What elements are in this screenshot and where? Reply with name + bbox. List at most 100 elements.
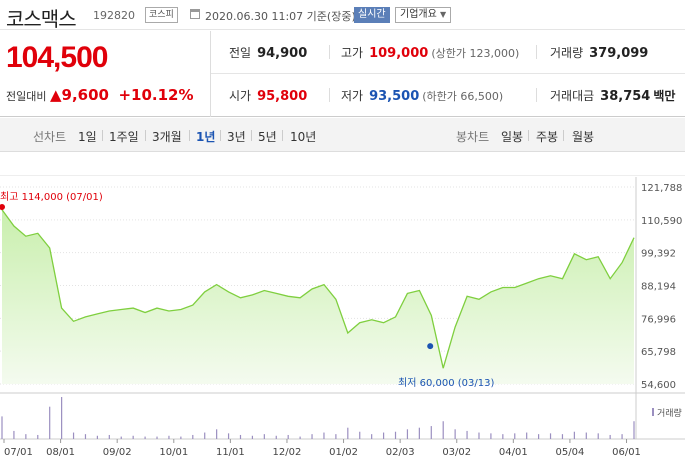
tab-1y[interactable]: 1년 xyxy=(196,130,216,144)
volume-bar xyxy=(263,434,265,439)
x-tick-label: 12/02 xyxy=(273,447,302,458)
tab-3m[interactable]: 3개월 xyxy=(152,130,182,144)
divider xyxy=(528,130,529,141)
candle-chart-label: 봉차트 xyxy=(456,130,490,144)
change-percent: +10.12% xyxy=(118,86,194,104)
volume-bar xyxy=(204,432,206,439)
volume-bar xyxy=(454,429,456,439)
volume-bar xyxy=(514,433,516,439)
volume-bar xyxy=(1,416,3,439)
volume-bar xyxy=(216,429,218,439)
volume-bar xyxy=(382,432,385,439)
volume-bar xyxy=(490,433,492,439)
x-tick-label: 04/01 xyxy=(499,447,528,458)
current-price: 104,500 xyxy=(6,41,108,74)
price-change: 전일대비 ▲9,600 +10.12% xyxy=(6,86,194,104)
prev-close-label: 전일 xyxy=(229,46,252,60)
live-button[interactable]: 실시간 xyxy=(354,7,390,23)
volume-bar xyxy=(299,436,301,439)
volume-bar xyxy=(37,434,39,439)
low-label: 저가 xyxy=(341,89,364,103)
volume-bar xyxy=(287,434,289,439)
x-tick-label: 08/01 xyxy=(46,447,75,458)
volume-bar xyxy=(275,435,277,439)
quote-row-2: 시가 95,800 저가 93,500 (하한가 66,500) 거래대금 38,754… xyxy=(211,74,685,117)
divider xyxy=(563,130,564,141)
x-tick-label: 09/02 xyxy=(103,447,132,458)
tab-5y[interactable]: 5년 xyxy=(258,130,277,144)
volume-bar xyxy=(359,431,361,439)
change-label: 전일대비 xyxy=(6,90,47,103)
market-badge: 코스피 xyxy=(145,7,178,23)
divider xyxy=(189,130,190,141)
volume-bar xyxy=(466,430,468,439)
tab-3y[interactable]: 3년 xyxy=(227,130,246,144)
high-label: 고가 xyxy=(341,46,364,60)
x-tick-label: 01/02 xyxy=(329,447,358,458)
prev-close-cell: 전일 94,900 xyxy=(229,44,307,61)
tab-daily[interactable]: 일봉 xyxy=(501,130,524,144)
volume-bar xyxy=(132,435,134,439)
divider xyxy=(536,88,537,102)
volume-legend-swatch xyxy=(652,408,654,416)
stock-header: 코스맥스 192820 코스피 2020.06.30 11:07 기준(장중) … xyxy=(0,0,685,31)
volume-bar xyxy=(633,421,635,439)
volume-bar xyxy=(621,434,623,439)
volume-bar xyxy=(168,435,170,439)
timestamp: 2020.06.30 11:07 기준(장중) xyxy=(205,10,356,23)
y-tick-label: 99,392 xyxy=(641,249,676,260)
tab-10y[interactable]: 10년 xyxy=(290,130,317,144)
tab-1w[interactable]: 1주일 xyxy=(109,130,139,144)
volume-bar xyxy=(156,436,158,439)
calendar-icon xyxy=(190,9,200,19)
company-overview-label: 기업개요 xyxy=(400,9,437,20)
x-tick-label: 11/01 xyxy=(216,447,245,458)
y-tick-label: 65,798 xyxy=(641,347,676,358)
divider xyxy=(251,130,252,141)
open-label: 시가 xyxy=(229,89,252,103)
amount-cell: 거래대금 38,754 백만 xyxy=(550,87,675,104)
tab-weekly[interactable]: 주봉 xyxy=(536,130,559,144)
volume-bar xyxy=(96,435,98,439)
volume-bar xyxy=(394,431,397,439)
volume-bar xyxy=(251,435,254,439)
low-cell: 저가 93,500 (하한가 66,500) xyxy=(341,87,503,104)
quote-row-1: 전일 94,900 고가 109,000 (상한가 123,000) 거래량 379,0… xyxy=(211,31,685,74)
divider xyxy=(329,88,330,102)
volume-bar xyxy=(573,431,575,439)
volume-bar xyxy=(347,427,349,439)
y-tick-label: 54,600 xyxy=(641,380,676,391)
lower-limit: (하한가 66,500) xyxy=(422,90,504,103)
y-tick-label: 121,788 xyxy=(641,183,682,194)
volume-bar xyxy=(526,432,528,439)
open-cell: 시가 95,800 xyxy=(229,87,307,104)
divider xyxy=(220,130,221,141)
volume-label: 거래량 xyxy=(657,407,682,419)
volume-bar xyxy=(192,434,194,439)
tab-1d[interactable]: 1일 xyxy=(78,130,97,144)
tab-monthly[interactable]: 월봉 xyxy=(572,130,595,144)
divider xyxy=(282,130,283,141)
volume-bar xyxy=(538,434,540,439)
volume-bar xyxy=(49,406,51,439)
volume-bar xyxy=(120,436,122,439)
low-value: 93,500 xyxy=(369,89,420,104)
divider xyxy=(145,130,146,141)
volume-bar xyxy=(430,426,432,439)
stock-name: 코스맥스 xyxy=(6,7,77,31)
volume-bar xyxy=(144,436,146,439)
stock-code: 192820 xyxy=(93,9,135,22)
company-overview-dropdown[interactable]: 기업개요 ▼ xyxy=(395,7,452,23)
price-chart[interactable]: 121,788 110,590 99,392 88,194 76,996 65,798 54… xyxy=(0,175,685,460)
price-series-line xyxy=(1,209,635,369)
high-annotation: 최고 114,000 (07/01) xyxy=(0,191,103,203)
volume-bar xyxy=(311,434,313,439)
divider xyxy=(329,45,330,59)
volume-cell: 거래량 379,099 xyxy=(550,44,648,61)
volume-bar xyxy=(406,429,409,439)
divider xyxy=(536,45,537,59)
chart-period-tabs: 선차트 1일 1주일 3개월 1년 3년 5년 10년 봉차트 일봉 주봉 월봉 xyxy=(0,118,685,152)
volume-value: 379,099 xyxy=(589,46,649,61)
price-area-fill xyxy=(2,209,634,384)
volume-bar xyxy=(418,427,420,439)
